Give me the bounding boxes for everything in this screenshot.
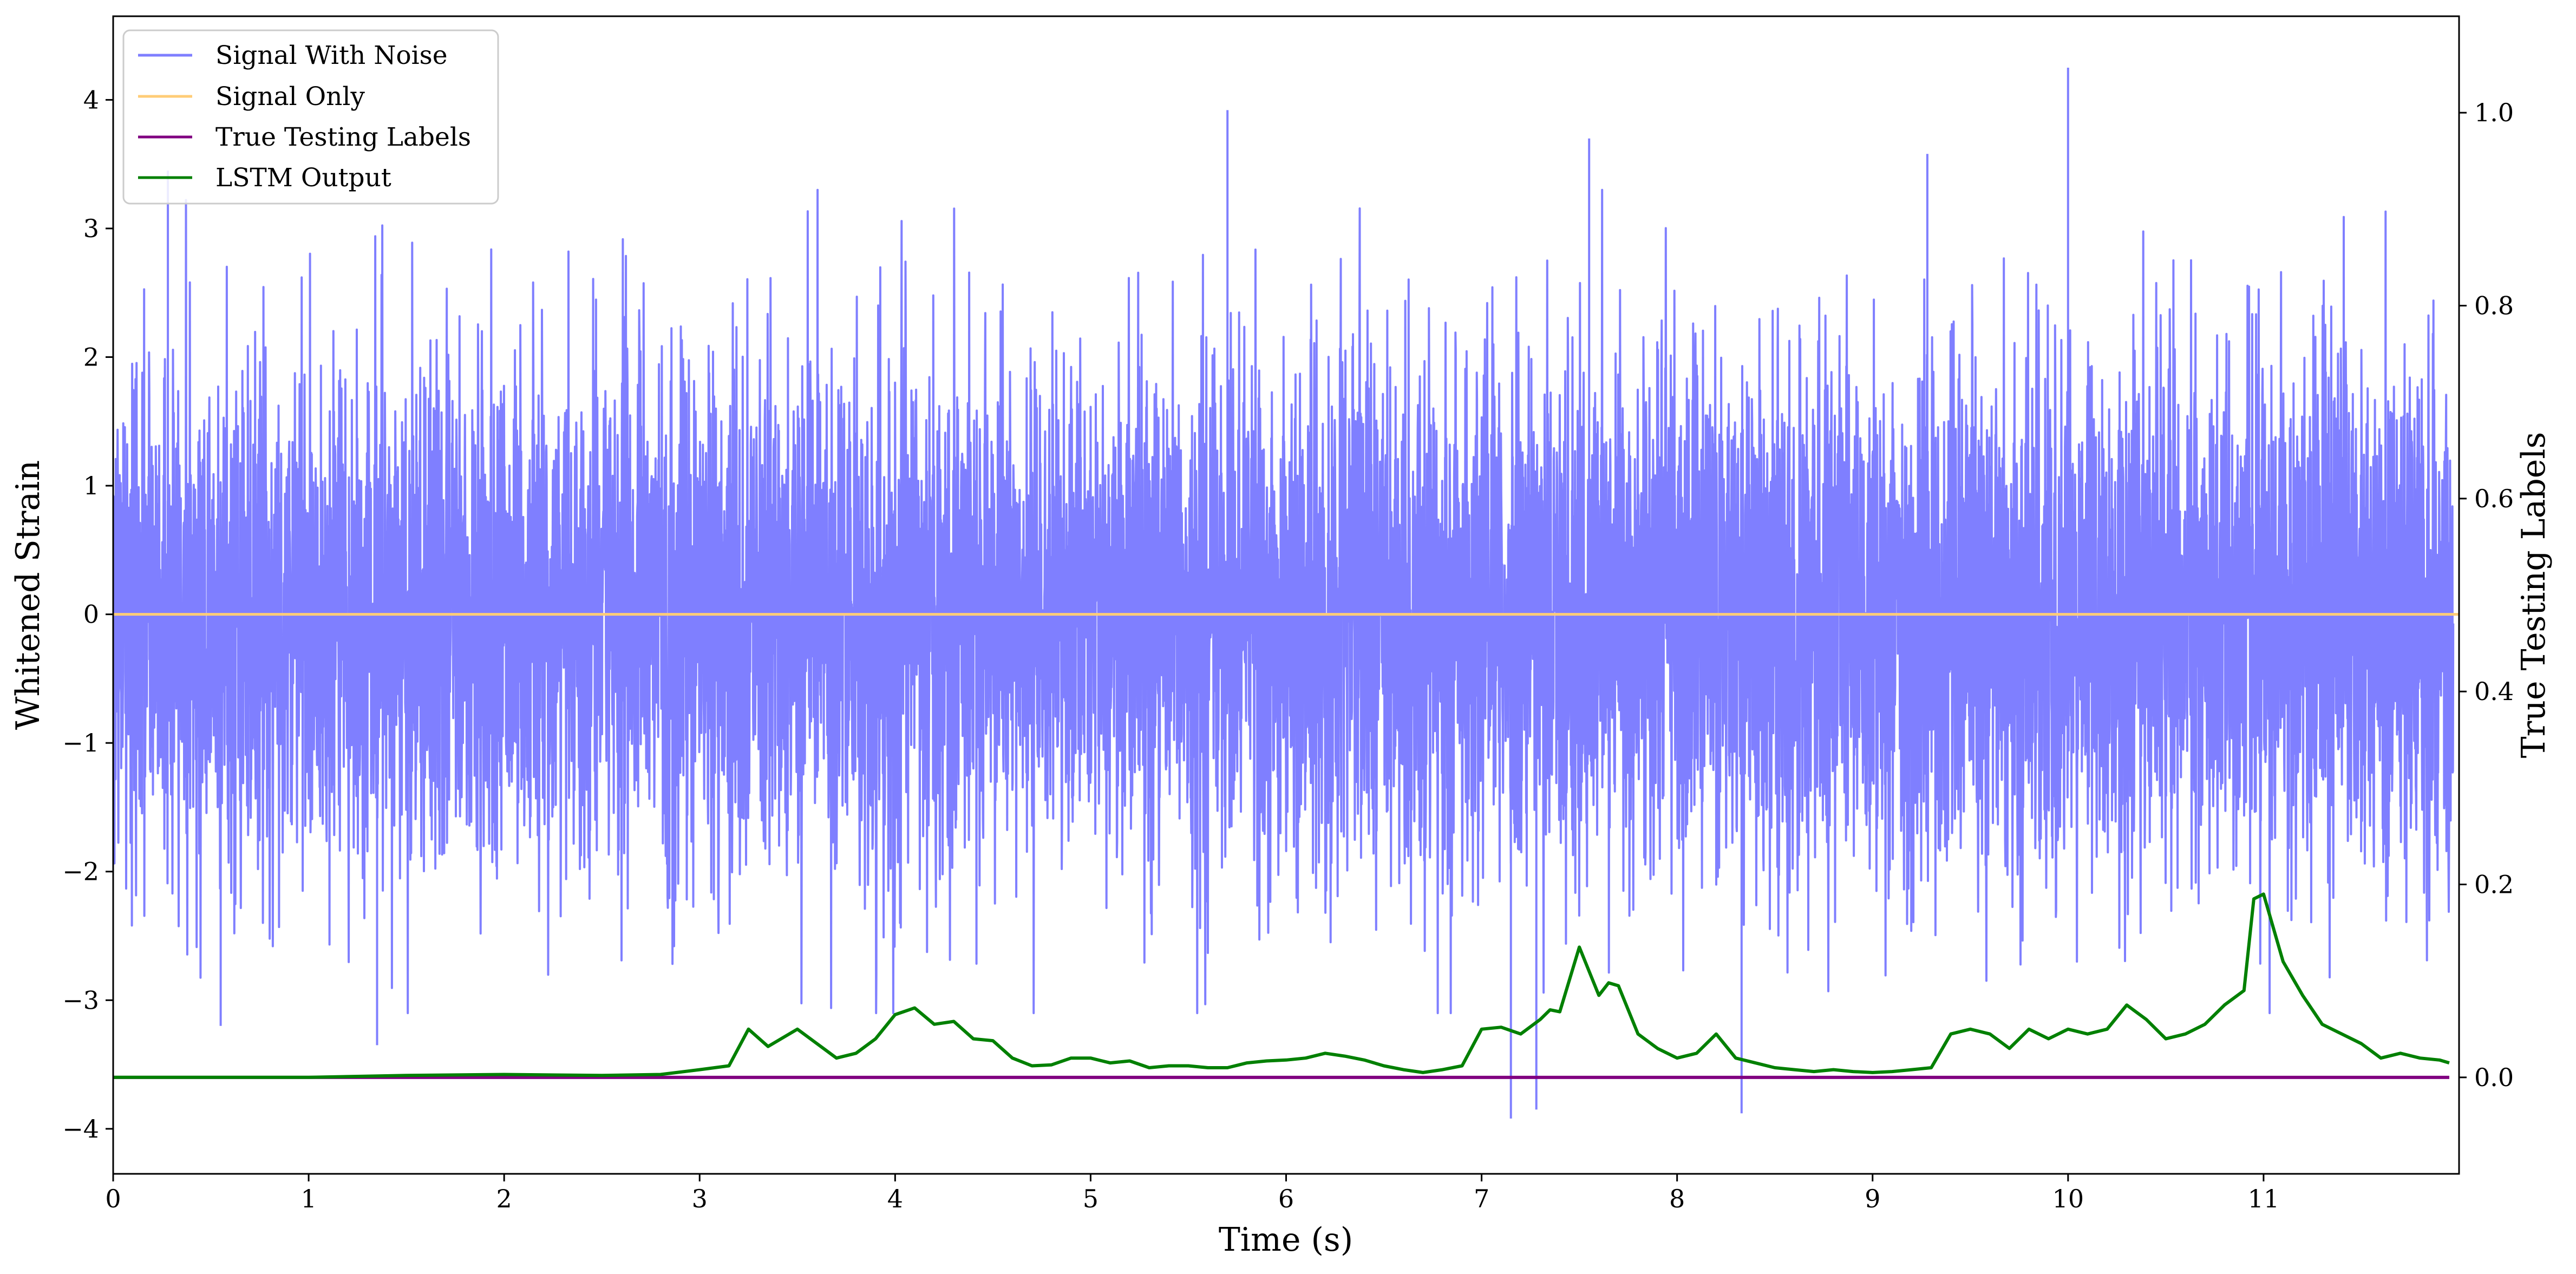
series-signal-with-noise: [113, 68, 2455, 1119]
y2-axis-label: True Testing Labels: [2515, 432, 2553, 759]
y-tick-label: −3: [62, 985, 99, 1015]
legend-label-true-testing-labels: True Testing Labels: [215, 122, 471, 152]
legend-box: [122, 29, 499, 205]
y2-tick-label: 1.0: [2474, 98, 2514, 127]
legend-label-lstm-output: LSTM Output: [215, 163, 391, 193]
legend-label-signal-with-noise: Signal With Noise: [215, 41, 448, 70]
series-layer: [113, 68, 2459, 1119]
y2-tick-label: 0.2: [2474, 870, 2514, 899]
y-tick-label: 1: [83, 471, 99, 500]
x-tick-label: 11: [2248, 1184, 2280, 1213]
x-tick-label: 5: [1083, 1184, 1099, 1213]
y-tick-label: −4: [62, 1114, 99, 1144]
x-tick-label: 8: [1669, 1184, 1685, 1213]
y-tick-label: 4: [83, 85, 99, 114]
x-tick-label: 10: [2052, 1184, 2084, 1213]
x-tick-label: 4: [887, 1184, 903, 1213]
x-tick-label: 9: [1865, 1184, 1880, 1213]
x-axis-label: Time (s): [1219, 1221, 1353, 1259]
y-axis-label: Whitened Strain: [9, 460, 47, 730]
legend-label-signal-only: Signal Only: [215, 82, 365, 112]
y-tick-label: 0: [83, 600, 99, 629]
y2-tick-label: 0.0: [2474, 1063, 2514, 1092]
x-tick-label: 2: [496, 1184, 512, 1213]
y-tick-label: −2: [62, 857, 99, 886]
x-tick-label: 0: [105, 1184, 121, 1213]
series-lstm-output: [113, 892, 2450, 1079]
legend: Signal With Noise Signal Only True Testi…: [122, 29, 499, 205]
y-tick-label: 3: [83, 214, 99, 243]
y2-tick-label: 0.8: [2474, 291, 2514, 321]
ticks-layer: 0 1 2 3 4 5 6 7 8 9 10 11 −4 −3 −2 −1 0 1 2 3 4 0.0 0.2 0.4 0.6 0…: [62, 85, 2514, 1213]
y2-tick-label: 0.6: [2474, 484, 2514, 513]
y-tick-label: 2: [83, 343, 99, 372]
y-tick-label: −1: [62, 728, 99, 757]
x-tick-label: 1: [300, 1184, 316, 1213]
x-tick-label: 6: [1278, 1184, 1294, 1213]
x-tick-label: 7: [1474, 1184, 1489, 1213]
y2-tick-label: 0.4: [2474, 677, 2514, 706]
x-tick-label: 3: [692, 1184, 708, 1213]
